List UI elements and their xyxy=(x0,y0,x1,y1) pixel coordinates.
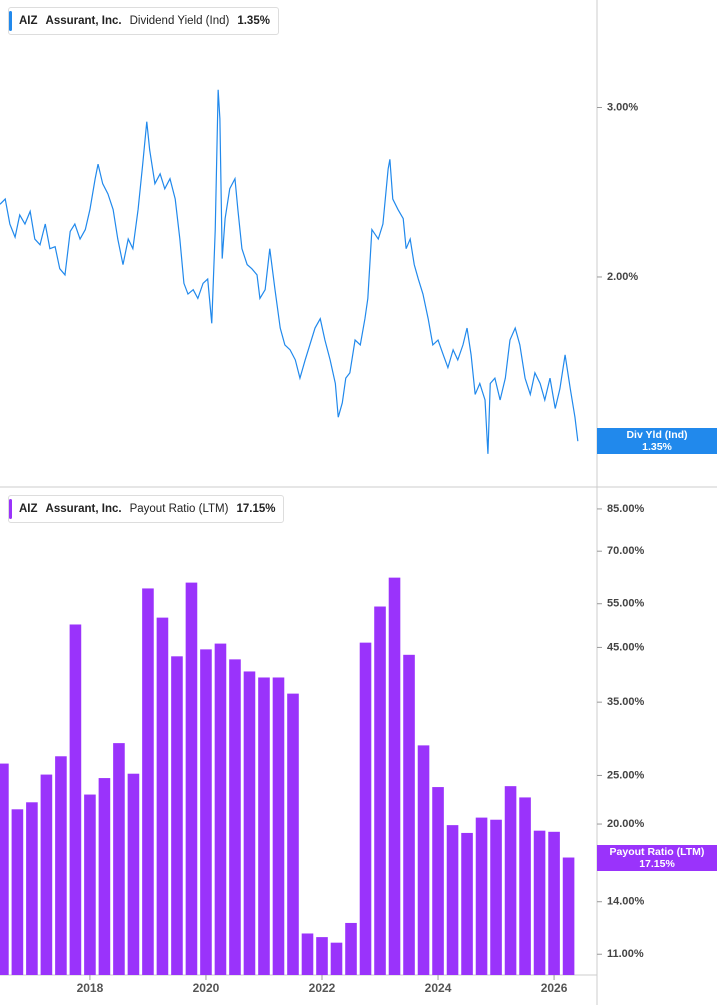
bar xyxy=(533,830,546,975)
current-value: 17.15% xyxy=(236,503,276,515)
company: Assurant, Inc. xyxy=(45,503,122,515)
company: Assurant, Inc. xyxy=(45,15,122,27)
last-value-badge: Div Yld (Ind) 1.35% xyxy=(597,428,717,455)
ticker: AIZ xyxy=(19,503,38,515)
bar xyxy=(69,624,82,975)
chart-title: Payout Ratio (LTM) xyxy=(129,503,229,515)
y-tick-label: 55.00% xyxy=(607,598,645,610)
badge-value: 1.35% xyxy=(642,441,672,454)
y-tick-label: 14.00% xyxy=(607,896,645,908)
bar xyxy=(446,825,459,975)
y-tick-label: 45.00% xyxy=(607,641,645,653)
bar xyxy=(229,659,241,975)
x-tick-label: 2020 xyxy=(193,981,220,995)
bar xyxy=(272,677,285,975)
bar xyxy=(562,857,575,975)
line xyxy=(0,89,579,454)
bar xyxy=(156,617,169,975)
y-tick-label: 70.00% xyxy=(607,545,645,557)
last-value-badge: Payout Ratio (LTM) 17.15% xyxy=(597,844,717,871)
bar xyxy=(171,656,183,975)
bar xyxy=(127,773,140,975)
bar xyxy=(490,819,502,975)
y-tick-label: 85.00% xyxy=(607,503,645,515)
bar xyxy=(301,933,314,975)
bar xyxy=(417,745,430,975)
bar xyxy=(0,763,9,975)
bar xyxy=(258,677,270,975)
bar xyxy=(84,794,96,975)
bar xyxy=(403,654,415,975)
bar xyxy=(345,922,357,975)
badge-label: Payout Ratio (LTM) xyxy=(609,845,705,858)
bar xyxy=(287,693,299,975)
bar xyxy=(504,786,517,975)
chart-title: Dividend Yield (Ind) xyxy=(129,15,230,27)
bar xyxy=(461,832,473,975)
x-tick-label: 2022 xyxy=(309,981,336,995)
y-tick-label: 35.00% xyxy=(607,696,645,708)
bar xyxy=(55,756,67,975)
x-tick-label: 2018 xyxy=(77,981,104,995)
y-tick-label: 25.00% xyxy=(607,769,645,781)
bar xyxy=(388,577,401,975)
bar xyxy=(200,649,212,975)
bar xyxy=(374,606,386,975)
bar xyxy=(475,817,488,975)
bar xyxy=(359,642,372,975)
y-tick-label: 2.00% xyxy=(607,271,638,283)
header: AIZ Assurant, Inc. Dividend Yield (Ind) … xyxy=(8,7,279,35)
bar xyxy=(98,778,111,975)
bar xyxy=(142,588,154,975)
x-tick-label: 2024 xyxy=(425,981,452,995)
bar xyxy=(11,809,24,975)
header-strip xyxy=(9,11,12,31)
badge-value: 17.15% xyxy=(639,857,675,870)
header: AIZ Assurant, Inc. Payout Ratio (LTM) 17… xyxy=(8,495,285,523)
y-tick-label: 20.00% xyxy=(607,818,645,830)
bar xyxy=(548,831,560,975)
bar xyxy=(330,942,343,975)
bar xyxy=(519,797,531,975)
bar xyxy=(432,787,444,975)
bar xyxy=(185,582,198,975)
bar xyxy=(40,774,53,975)
bar xyxy=(214,643,227,975)
bar xyxy=(26,802,38,975)
bar xyxy=(243,671,256,975)
badge-label: Div Yld (Ind) xyxy=(626,429,688,442)
y-tick-label: 3.00% xyxy=(607,101,638,113)
bar xyxy=(316,937,328,975)
ticker: AIZ xyxy=(19,15,38,27)
header-strip xyxy=(9,499,12,519)
y-tick-label: 11.00% xyxy=(607,948,644,960)
bar xyxy=(113,743,125,975)
current-value: 1.35% xyxy=(237,15,270,27)
x-tick-label: 2026 xyxy=(541,981,568,995)
